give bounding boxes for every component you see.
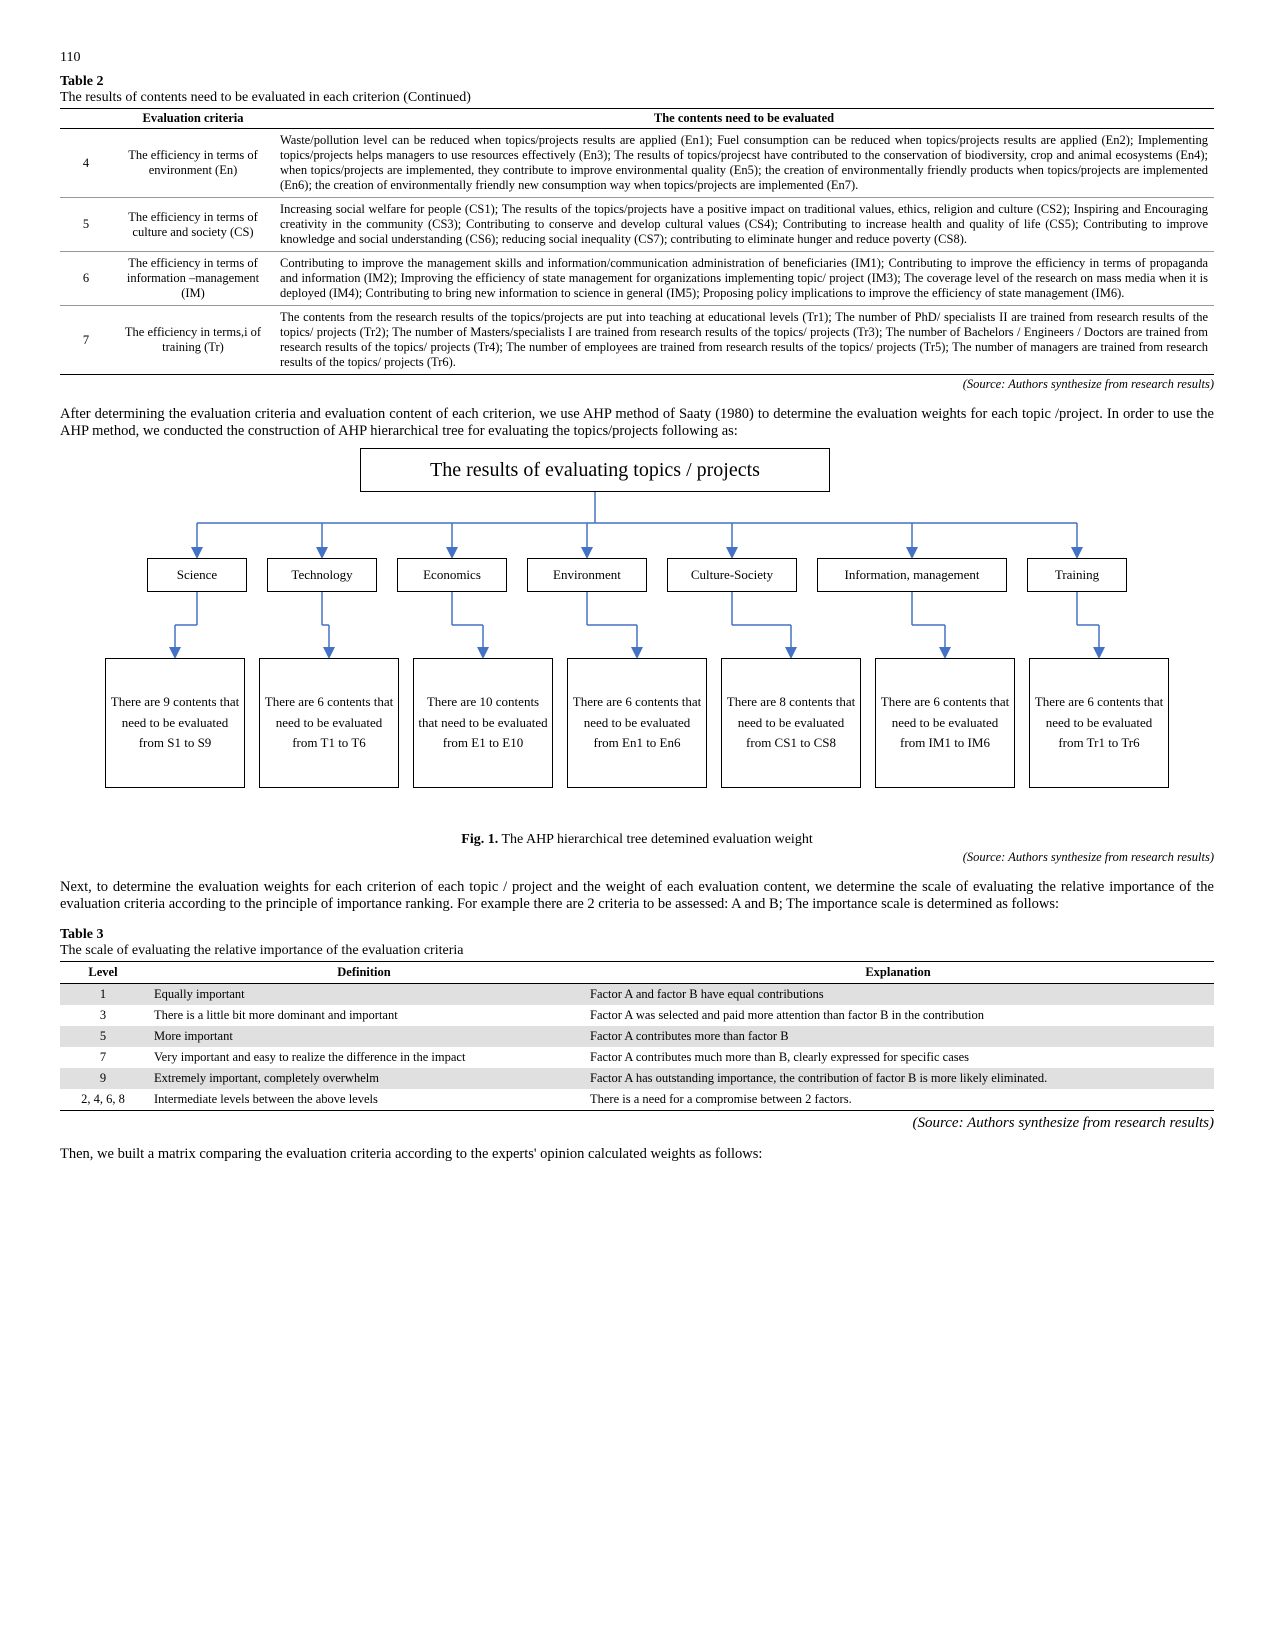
table3-header-level: Level (60, 962, 146, 984)
page-number: 110 (60, 50, 1214, 66)
table3-cell-level: 2, 4, 6, 8 (60, 1089, 146, 1111)
table2-cell-num: 5 (60, 198, 112, 252)
table3-cell-level: 5 (60, 1026, 146, 1047)
paragraph-1: After determining the evaluation criteri… (60, 406, 1214, 440)
table3-cell-exp: Factor A and factor B have equal contrib… (582, 984, 1214, 1006)
table-row: 7The efficiency in terms,i of training (… (60, 306, 1214, 375)
table3-cell-exp: There is a need for a compromise between… (582, 1089, 1214, 1111)
diagram-level3-node: There are 6 contents that need to be eva… (567, 658, 707, 788)
diagram-level3-node: There are 6 contents that need to be eva… (259, 658, 399, 788)
table-row: 1Equally importantFactor A and factor B … (60, 984, 1214, 1006)
table3-cell-def: There is a little bit more dominant and … (146, 1005, 582, 1026)
table2-cell-content: Waste/pollution level can be reduced whe… (274, 129, 1214, 198)
diagram-level2-node: Culture-Society (667, 558, 797, 592)
table3-header-exp: Explanation (582, 962, 1214, 984)
table-row: 6The efficiency in terms of information … (60, 252, 1214, 306)
figure1-label: Fig. 1. (461, 832, 498, 847)
diagram-level3-node: There are 6 contents that need to be eva… (1029, 658, 1169, 788)
table-row: 5More importantFactor A contributes more… (60, 1026, 1214, 1047)
diagram-level3-node: There are 10 contents that need to be ev… (413, 658, 553, 788)
diagram-root: The results of evaluating topics / proje… (360, 448, 830, 492)
table2-cell-content: Contributing to improve the management s… (274, 252, 1214, 306)
table2-cell-criteria: The efficiency in terms of culture and s… (112, 198, 274, 252)
table3-cell-def: More important (146, 1026, 582, 1047)
table3-cell-level: 3 (60, 1005, 146, 1026)
table2-cell-num: 4 (60, 129, 112, 198)
table3: Level Definition Explanation 1Equally im… (60, 961, 1214, 1111)
table2-header-blank (60, 109, 112, 129)
table2-cell-content: The contents from the research results o… (274, 306, 1214, 375)
figure1-caption-text: The AHP hierarchical tree detemined eval… (498, 832, 813, 847)
figure1-caption: Fig. 1. The AHP hierarchical tree detemi… (60, 832, 1214, 848)
table2-cell-num: 7 (60, 306, 112, 375)
diagram-level2-node: Training (1027, 558, 1127, 592)
diagram-level2-node: Environment (527, 558, 647, 592)
paragraph-2: Next, to determine the evaluation weight… (60, 879, 1214, 913)
table3-label: Table 3 (60, 927, 1214, 943)
diagram-level3-node: There are 9 contents that need to be eva… (105, 658, 245, 788)
table3-cell-def: Equally important (146, 984, 582, 1006)
table2-cell-num: 6 (60, 252, 112, 306)
table2-source: (Source: Authors synthesize from researc… (60, 377, 1214, 392)
table2-label: Table 2 (60, 74, 1214, 90)
table2-cell-criteria: The efficiency in terms,i of training (T… (112, 306, 274, 375)
table3-cell-def: Very important and easy to realize the d… (146, 1047, 582, 1068)
diagram-level3-node: There are 8 contents that need to be eva… (721, 658, 861, 788)
table2: Evaluation criteria The contents need to… (60, 108, 1214, 375)
table2-cell-criteria: The efficiency in terms of environment (… (112, 129, 274, 198)
figure1-source: (Source: Authors synthesize from researc… (60, 850, 1214, 865)
table3-cell-exp: Factor A was selected and paid more atte… (582, 1005, 1214, 1026)
ahp-diagram: The results of evaluating topics / proje… (60, 448, 1214, 828)
table2-header-contents: The contents need to be evaluated (274, 109, 1214, 129)
table2-cell-content: Increasing social welfare for people (CS… (274, 198, 1214, 252)
table-row: 4The efficiency in terms of environment … (60, 129, 1214, 198)
table3-cell-def: Intermediate levels between the above le… (146, 1089, 582, 1111)
table3-caption: The scale of evaluating the relative imp… (60, 943, 1214, 959)
table3-cell-def: Extremely important, completely overwhel… (146, 1068, 582, 1089)
table-row: 9Extremely important, completely overwhe… (60, 1068, 1214, 1089)
diagram-level2-node: Science (147, 558, 247, 592)
table3-cell-level: 9 (60, 1068, 146, 1089)
table-row: 5The efficiency in terms of culture and … (60, 198, 1214, 252)
table3-cell-level: 7 (60, 1047, 146, 1068)
table3-cell-exp: Factor A has outstanding importance, the… (582, 1068, 1214, 1089)
table-row: 2, 4, 6, 8Intermediate levels between th… (60, 1089, 1214, 1111)
diagram-level3-node: There are 6 contents that need to be eva… (875, 658, 1015, 788)
diagram-level2-node: Information, management (817, 558, 1007, 592)
table3-header-def: Definition (146, 962, 582, 984)
table3-source: (Source: Authors synthesize from researc… (60, 1115, 1214, 1132)
table3-cell-exp: Factor A contributes more than factor B (582, 1026, 1214, 1047)
table-row: 3There is a little bit more dominant and… (60, 1005, 1214, 1026)
diagram-level2-node: Technology (267, 558, 377, 592)
table-row: 7Very important and easy to realize the … (60, 1047, 1214, 1068)
table2-cell-criteria: The efficiency in terms of information –… (112, 252, 274, 306)
table3-cell-exp: Factor A contributes much more than B, c… (582, 1047, 1214, 1068)
diagram-level2-node: Economics (397, 558, 507, 592)
table2-caption: The results of contents need to be evalu… (60, 90, 1214, 106)
table2-header-criteria: Evaluation criteria (112, 109, 274, 129)
table3-cell-level: 1 (60, 984, 146, 1006)
paragraph-3: Then, we built a matrix comparing the ev… (60, 1146, 1214, 1163)
